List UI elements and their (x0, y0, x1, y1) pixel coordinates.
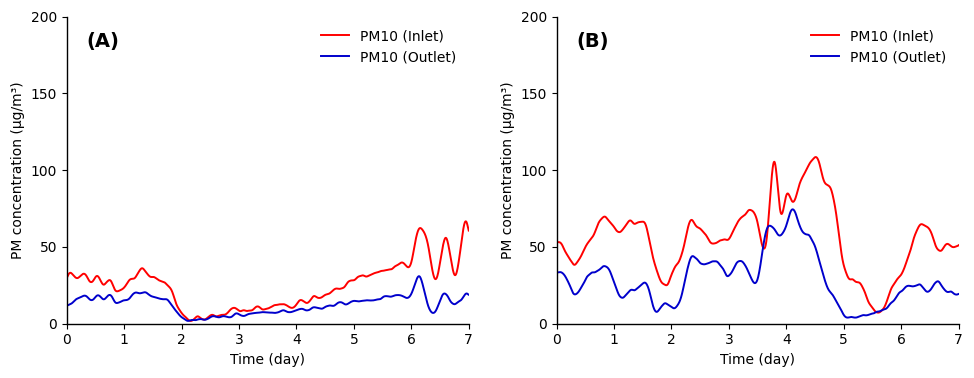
PM10 (Inlet) (735, 215, 747, 220)
PM10 (Inlet) (942, 242, 954, 246)
Y-axis label: PM concentration (μg/m³): PM concentration (μg/m³) (501, 81, 515, 259)
PM10 (Outlet) (787, 207, 799, 212)
PM10 (Outlet) (182, 319, 194, 323)
PM10 (Inlet) (550, 241, 562, 245)
X-axis label: Time (day): Time (day) (720, 353, 795, 367)
Legend: PM10 (Inlet), PM10 (Outlet): PM10 (Inlet), PM10 (Outlet) (316, 23, 462, 70)
Line: PM10 (Outlet): PM10 (Outlet) (556, 209, 958, 318)
Y-axis label: PM concentration (μg/m³): PM concentration (μg/m³) (11, 81, 25, 259)
PM10 (Outlet) (842, 315, 853, 320)
Line: PM10 (Outlet): PM10 (Outlet) (67, 276, 468, 321)
PM10 (Outlet) (245, 311, 257, 316)
PM10 (Outlet) (413, 274, 425, 279)
PM10 (Outlet) (550, 270, 562, 275)
PM10 (Outlet) (953, 292, 964, 296)
Line: PM10 (Inlet): PM10 (Inlet) (556, 157, 958, 313)
PM10 (Outlet) (735, 259, 747, 263)
PM10 (Inlet) (245, 308, 257, 313)
PM10 (Inlet) (868, 307, 880, 311)
PM10 (Inlet) (451, 268, 463, 272)
PM10 (Inlet) (451, 268, 463, 273)
PM10 (Inlet) (460, 219, 471, 223)
PM10 (Outlet) (941, 290, 953, 294)
PM10 (Outlet) (82, 295, 94, 299)
Text: (A): (A) (87, 32, 120, 51)
PM10 (Outlet) (61, 303, 73, 308)
PM10 (Outlet) (256, 310, 268, 314)
Line: PM10 (Inlet): PM10 (Inlet) (67, 221, 468, 321)
PM10 (Outlet) (378, 294, 390, 299)
PM10 (Outlet) (868, 311, 880, 316)
PM10 (Inlet) (82, 275, 94, 280)
PM10 (Inlet) (810, 155, 822, 159)
PM10 (Inlet) (378, 268, 390, 273)
PM10 (Inlet) (941, 242, 953, 246)
PM10 (Inlet) (873, 310, 884, 315)
Text: (B): (B) (577, 32, 609, 51)
PM10 (Outlet) (463, 293, 474, 297)
PM10 (Inlet) (61, 275, 73, 280)
PM10 (Outlet) (451, 301, 463, 305)
PM10 (Outlet) (942, 290, 954, 294)
Legend: PM10 (Inlet), PM10 (Outlet): PM10 (Inlet), PM10 (Outlet) (805, 23, 952, 70)
PM10 (Inlet) (185, 319, 197, 323)
PM10 (Inlet) (256, 307, 268, 311)
PM10 (Outlet) (571, 291, 582, 296)
PM10 (Inlet) (953, 243, 964, 248)
PM10 (Inlet) (746, 208, 758, 213)
PM10 (Outlet) (746, 277, 758, 282)
PM10 (Outlet) (452, 300, 464, 305)
X-axis label: Time (day): Time (day) (230, 353, 305, 367)
PM10 (Inlet) (463, 228, 474, 233)
PM10 (Inlet) (571, 260, 582, 265)
